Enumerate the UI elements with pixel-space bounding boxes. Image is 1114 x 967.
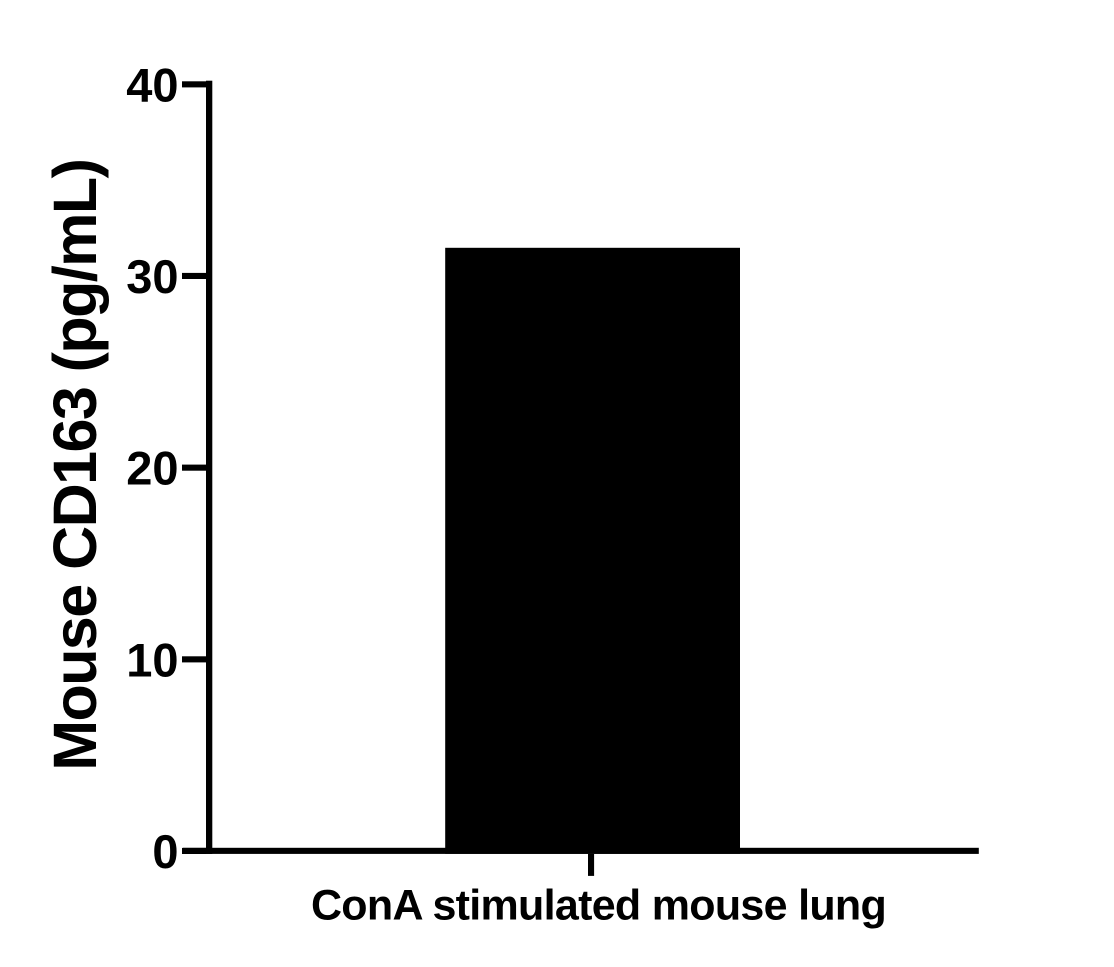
svg-text:10: 10 bbox=[126, 633, 178, 686]
svg-text:ConA stimulated mouse lung: ConA stimulated mouse lung bbox=[311, 882, 886, 930]
svg-text:30: 30 bbox=[126, 250, 178, 303]
svg-text:40: 40 bbox=[126, 58, 178, 111]
svg-text:0: 0 bbox=[152, 825, 178, 878]
svg-text:Mouse CD163 (pg/mL): Mouse CD163 (pg/mL) bbox=[41, 160, 109, 771]
svg-text:20: 20 bbox=[126, 442, 178, 495]
